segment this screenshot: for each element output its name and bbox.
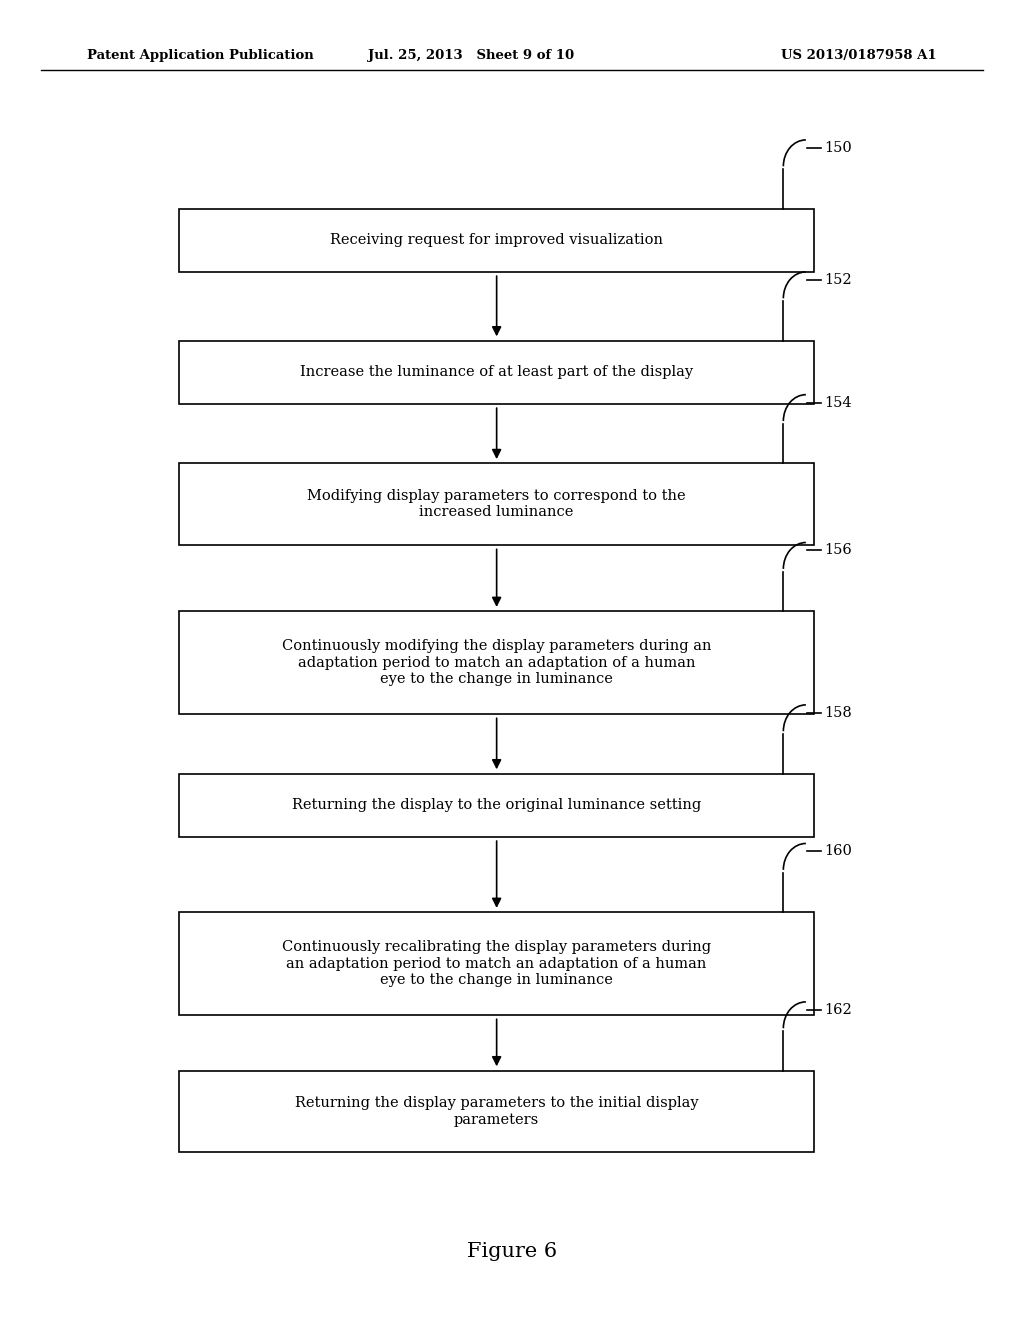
Text: Continuously recalibrating the display parameters during
an adaptation period to: Continuously recalibrating the display p… — [282, 940, 712, 987]
Text: 154: 154 — [824, 396, 852, 409]
Text: 152: 152 — [824, 273, 852, 286]
Bar — [179, 463, 814, 545]
Text: Receiving request for improved visualization: Receiving request for improved visualiza… — [330, 234, 664, 247]
Text: Patent Application Publication: Patent Application Publication — [87, 49, 313, 62]
Text: Returning the display to the original luminance setting: Returning the display to the original lu… — [292, 799, 701, 812]
Text: 156: 156 — [824, 544, 852, 557]
Bar — [179, 912, 814, 1015]
Text: 158: 158 — [824, 706, 852, 719]
Text: 160: 160 — [824, 845, 852, 858]
Text: Jul. 25, 2013   Sheet 9 of 10: Jul. 25, 2013 Sheet 9 of 10 — [368, 49, 574, 62]
Text: Returning the display parameters to the initial display
parameters: Returning the display parameters to the … — [295, 1097, 698, 1126]
Text: Increase the luminance of at least part of the display: Increase the luminance of at least part … — [300, 366, 693, 379]
Bar — [179, 341, 814, 404]
Bar — [179, 774, 814, 837]
Text: 150: 150 — [824, 141, 852, 154]
Text: Figure 6: Figure 6 — [467, 1242, 557, 1261]
Text: 162: 162 — [824, 1003, 852, 1016]
Text: Modifying display parameters to correspond to the
increased luminance: Modifying display parameters to correspo… — [307, 490, 686, 519]
Text: Continuously modifying the display parameters during an
adaptation period to mat: Continuously modifying the display param… — [282, 639, 712, 686]
Text: US 2013/0187958 A1: US 2013/0187958 A1 — [781, 49, 937, 62]
Bar — [179, 1071, 814, 1152]
Bar — [179, 209, 814, 272]
Bar — [179, 611, 814, 714]
